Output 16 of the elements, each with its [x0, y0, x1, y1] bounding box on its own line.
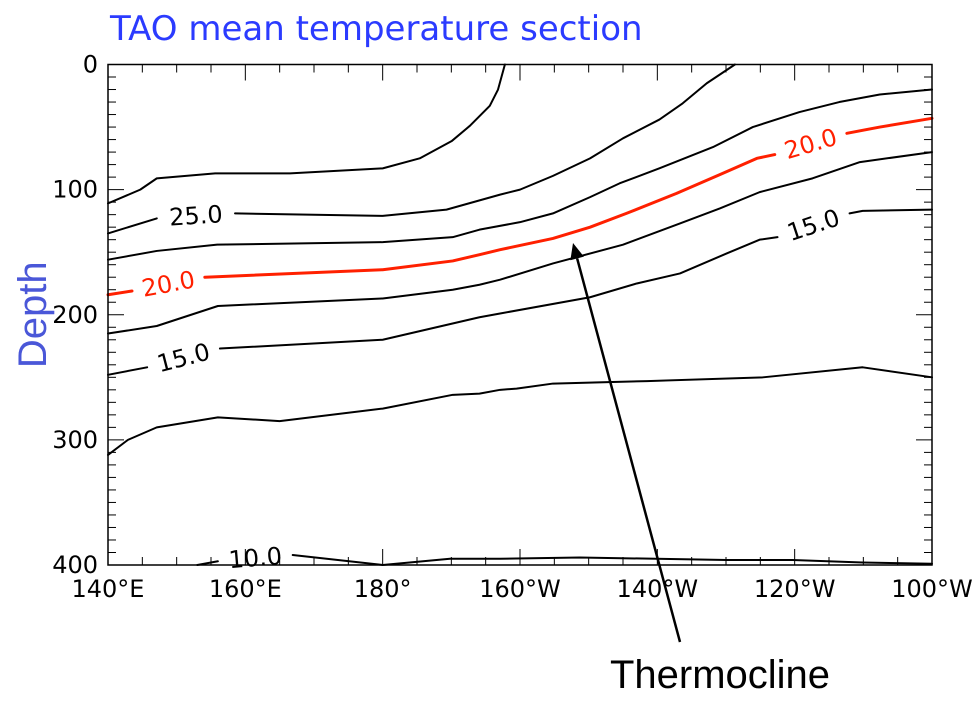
y-tick-label: 300 [52, 426, 98, 454]
x-tick-label: 100°W [891, 575, 973, 603]
y-axis-title: Depth [11, 261, 55, 368]
x-tick-label: 120°W [754, 575, 836, 603]
text: 20.0 [781, 122, 840, 165]
text: 15.0 [154, 338, 213, 378]
series-label: 25.0 [168, 200, 224, 232]
y-tick-label: 0 [82, 50, 98, 78]
text: Thermocline [610, 653, 830, 697]
x-tick-label: 160°W [479, 575, 561, 603]
x-tick-label: 180° [354, 575, 412, 603]
x-tick-label: 160°E [208, 575, 282, 603]
chart-title: TAO mean temperature section [109, 9, 643, 49]
text: 15.0 [784, 204, 844, 247]
y-tick-label: 100 [52, 176, 98, 204]
text: 20.0 [140, 265, 198, 303]
